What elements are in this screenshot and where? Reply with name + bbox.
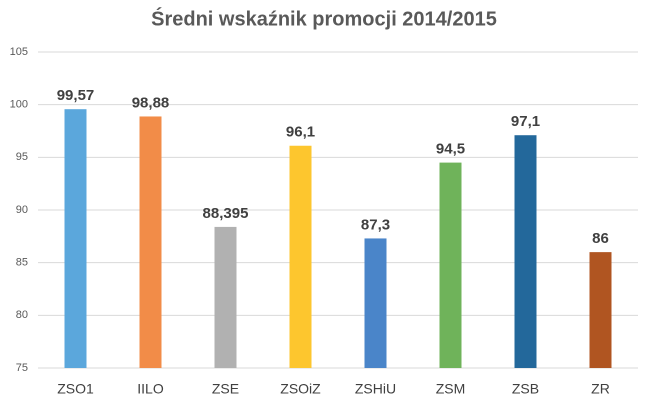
x-tick-label: ZSOiZ — [280, 381, 321, 397]
x-tick-label: ZSM — [436, 381, 466, 397]
x-tick-label: ZR — [591, 381, 610, 397]
value-label: 94,5 — [436, 141, 465, 158]
y-tick-label: 80 — [16, 309, 28, 321]
chart-title: Średni wskaźnik promocji 2014/2015 — [151, 6, 497, 30]
value-label: 98,88 — [132, 94, 170, 111]
x-tick-label: ZSO1 — [57, 381, 94, 397]
y-tick-label: 100 — [10, 99, 28, 111]
bar — [514, 135, 537, 368]
x-tick-label: ZSB — [512, 381, 539, 397]
y-tick-label: 75 — [16, 362, 28, 374]
value-label: 96,1 — [286, 124, 315, 141]
bar — [439, 162, 462, 368]
x-tick-label: ZSE — [212, 381, 239, 397]
y-tick-label: 90 — [16, 204, 28, 216]
bar — [64, 109, 87, 369]
bar — [139, 116, 162, 369]
bar — [289, 145, 312, 368]
value-label: 87,3 — [361, 216, 390, 233]
y-tick-label: 95 — [16, 151, 28, 163]
y-tick-label: 85 — [16, 257, 28, 269]
x-tick-label: IILO — [137, 381, 164, 397]
value-label: 86 — [592, 230, 609, 247]
bar — [364, 238, 387, 368]
y-tick-label: 105 — [10, 46, 28, 58]
value-label: 99,57 — [57, 87, 95, 104]
x-tick-label: ZSHiU — [355, 381, 396, 397]
value-label: 88,395 — [203, 205, 249, 222]
bar — [214, 226, 237, 368]
value-label: 97,1 — [511, 113, 540, 130]
bar — [589, 252, 612, 368]
